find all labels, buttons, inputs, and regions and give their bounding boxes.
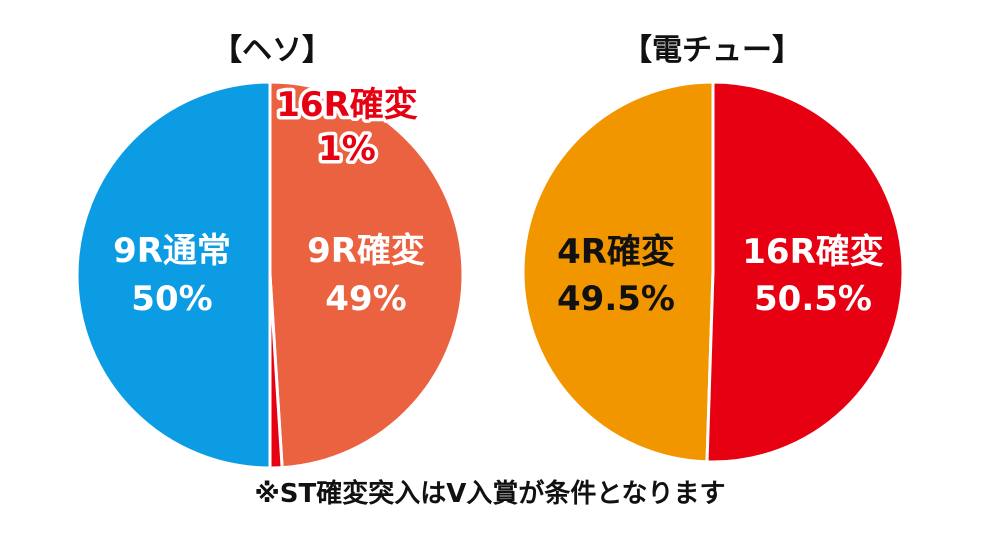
- slice-label: 9R通常: [113, 231, 231, 271]
- slice-value-label: 1%: [318, 129, 376, 169]
- pie-slice: [268, 80, 465, 470]
- slice-label: 4R確変: [557, 232, 675, 272]
- slice-value-label: 49.5%: [557, 279, 675, 319]
- slice-label: 16R確変: [276, 85, 418, 125]
- pie-chart-heso: [75, 80, 465, 470]
- slice-value-label: 50%: [131, 279, 212, 319]
- pie-slice: [705, 80, 905, 464]
- pie-slice: [268, 274, 284, 470]
- pie-slice: [521, 80, 715, 464]
- footnote: ※ST確変突入はV入賞が条件となります: [254, 478, 725, 509]
- chart-title-denchu: 【電チュー】: [622, 33, 802, 68]
- pie-slice: [75, 80, 272, 470]
- slice-label: 9R確変: [307, 231, 425, 271]
- chart-title-heso: 【ヘソ】: [212, 33, 332, 68]
- slice-value-label: 50.5%: [754, 279, 872, 319]
- slice-label: 16R確変: [742, 232, 884, 272]
- pie-chart-denchu: [521, 80, 905, 464]
- slice-value-label: 49%: [325, 279, 406, 319]
